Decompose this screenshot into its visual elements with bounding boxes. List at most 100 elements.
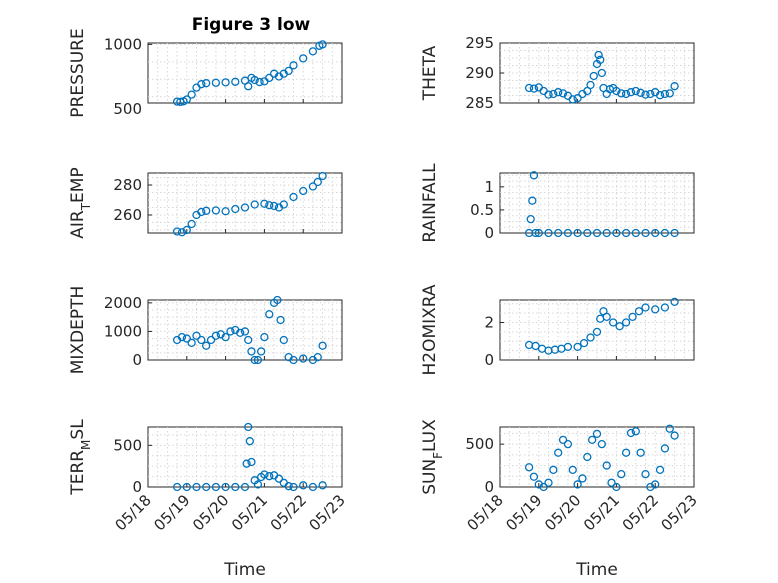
data-point <box>621 228 631 238</box>
data-point <box>284 482 293 491</box>
data-point <box>244 82 253 91</box>
x-axis-label: Time <box>223 560 266 580</box>
data-point <box>670 82 679 91</box>
data-point <box>636 448 645 457</box>
subplot-h2omixra: 0 2 H2OMIXRA <box>420 284 695 376</box>
data-point <box>597 439 606 449</box>
data-point <box>588 435 597 445</box>
data-point <box>187 219 196 229</box>
data-point <box>211 206 221 215</box>
data-point <box>621 89 631 99</box>
data-point <box>534 228 543 238</box>
data-point <box>284 66 293 76</box>
data-point <box>526 215 535 224</box>
data-point <box>651 305 660 314</box>
data-point <box>544 478 553 487</box>
data-point <box>308 482 318 492</box>
y-tick-label: 1 <box>484 178 494 196</box>
data-point <box>602 312 611 322</box>
data-point <box>299 354 308 363</box>
data-point <box>554 88 563 97</box>
data-point <box>554 228 563 238</box>
data-point <box>531 228 540 238</box>
data-point <box>182 334 191 343</box>
data-point <box>221 482 230 492</box>
data-point <box>534 480 543 489</box>
data-point <box>253 355 263 365</box>
subplot-mixdepth: 0 1000 2000 MIXDEPTH <box>68 286 343 375</box>
y-axis-label-mixdepth: MIXDEPTH <box>68 286 88 375</box>
data-point <box>544 228 553 238</box>
data-point <box>255 77 264 87</box>
data-point <box>299 54 308 63</box>
data-point <box>308 47 318 56</box>
data-point <box>578 474 587 483</box>
data-point <box>651 480 660 489</box>
y-axis-label-sun-flux: SUNFLUX <box>420 419 445 495</box>
data-point <box>187 90 196 99</box>
data-point <box>594 50 603 60</box>
data-point <box>586 80 595 90</box>
y-axis-label-pressure: PRESSURE <box>68 28 88 117</box>
data-point <box>592 228 602 238</box>
data-point <box>289 192 298 202</box>
data-point <box>579 338 589 348</box>
data-point <box>197 80 206 89</box>
data-point <box>558 435 568 445</box>
data-point <box>586 333 595 342</box>
data-point <box>549 465 558 475</box>
data-point <box>257 347 266 356</box>
data-point <box>626 88 636 97</box>
data-point <box>597 68 606 78</box>
data-point <box>615 322 624 331</box>
data-point <box>524 463 534 472</box>
data-point <box>240 203 250 212</box>
data-point <box>612 482 621 492</box>
data-point <box>240 327 250 336</box>
y-tick-label: 0 <box>132 351 142 369</box>
data-point <box>602 461 611 470</box>
data-point <box>602 228 611 238</box>
data-point <box>265 201 274 210</box>
data-point <box>253 480 263 489</box>
data-point <box>563 342 573 352</box>
data-point <box>563 228 573 238</box>
data-point <box>265 73 274 83</box>
data-point <box>568 465 577 475</box>
data-point <box>211 78 221 87</box>
data-point <box>265 310 274 319</box>
y-tick-label: 2000 <box>104 294 142 312</box>
data-point <box>621 318 631 327</box>
y-tick-label: 1000 <box>104 322 142 340</box>
figure-title: Figure 3 low <box>192 15 311 35</box>
data-point <box>202 482 211 492</box>
y-tick-label: 285 <box>465 94 494 112</box>
data-point <box>609 318 618 327</box>
data-point <box>244 335 253 345</box>
data-point <box>250 75 259 85</box>
data-point <box>660 444 670 453</box>
data-point <box>628 312 637 322</box>
data-point <box>529 171 539 180</box>
data-point <box>607 478 616 487</box>
data-point <box>211 331 221 340</box>
data-point <box>621 448 631 457</box>
y-tick-label: 500 <box>465 435 494 453</box>
data-point <box>231 204 240 214</box>
data-point <box>568 95 577 104</box>
x-axis-label: Time <box>575 560 618 580</box>
data-point <box>182 225 191 235</box>
y-tick-label: 0 <box>484 351 494 369</box>
data-point <box>641 469 650 479</box>
data-point <box>269 201 279 211</box>
data-point <box>660 228 670 238</box>
y-tick-label: 0 <box>484 478 494 496</box>
data-point <box>318 341 327 350</box>
y-tick-label: 500 <box>113 436 142 454</box>
data-point <box>612 86 621 96</box>
data-point <box>634 307 644 316</box>
data-point <box>563 439 573 449</box>
data-point <box>670 228 679 238</box>
data-point <box>279 335 288 345</box>
data-point <box>583 228 592 238</box>
